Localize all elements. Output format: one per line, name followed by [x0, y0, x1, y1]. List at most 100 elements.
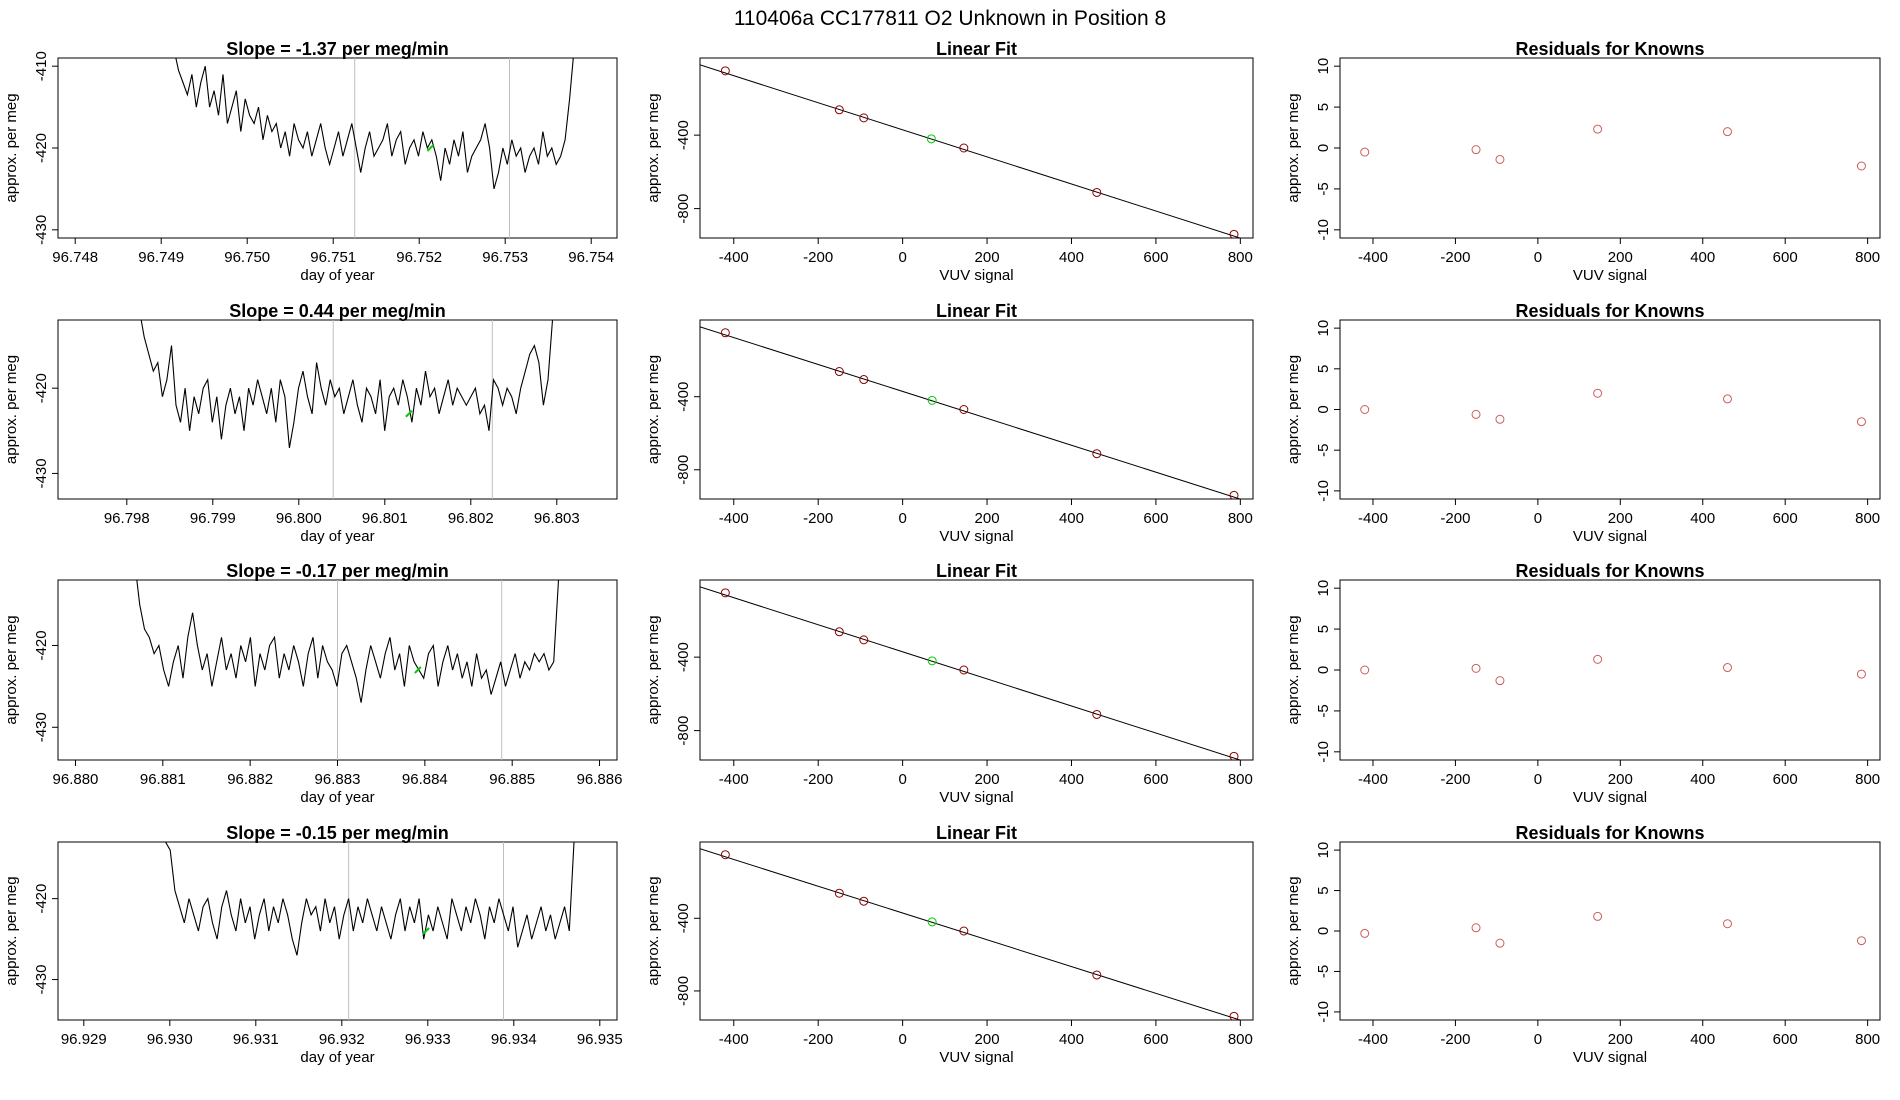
x-tick-label: 96.800: [276, 510, 322, 527]
y-tick-label: -10: [1315, 480, 1332, 502]
x-tick-label: 400: [1059, 249, 1084, 266]
x-tick-label: 96.880: [53, 771, 99, 788]
y-axis-label: approx. per meg: [645, 355, 662, 464]
y-tick-label: -800: [675, 716, 692, 746]
y-tick-label: -420: [33, 630, 50, 660]
y-tick-label: 0: [1315, 144, 1332, 152]
panel-title: Slope = -0.17 per meg/min: [226, 561, 449, 581]
y-tick-label: -430: [33, 965, 50, 995]
x-tick-label: 96.930: [147, 1031, 193, 1048]
residual-point: [1471, 145, 1481, 155]
residual-point: [1495, 414, 1505, 424]
x-tick-label: 96.883: [315, 771, 361, 788]
x-tick-label: -400: [719, 1031, 749, 1048]
plot-area: [700, 848, 1242, 1020]
x-axis-label: VUV signal: [1573, 1049, 1647, 1066]
unknown-point: [927, 395, 937, 405]
x-tick-label: 800: [1855, 1031, 1880, 1048]
y-tick-label: 10: [1315, 580, 1332, 597]
x-tick-label: 400: [1059, 1031, 1084, 1048]
panel-r1-c1: Slope = -1.37 per meg/min 96.748 96.749 96.…: [3, 39, 618, 284]
x-tick-label: 800: [1855, 771, 1880, 788]
x-tick-label: -200: [803, 249, 833, 266]
x-axis-label: day of year: [300, 267, 374, 284]
plot-area: [140, 320, 554, 499]
plot-area: [136, 580, 560, 760]
x-tick-label: 96.935: [577, 1031, 623, 1048]
y-tick-label: -10: [1315, 741, 1332, 763]
x-tick-label: 600: [1773, 1031, 1798, 1048]
residual-point: [1495, 154, 1505, 164]
known-point: [1229, 1011, 1239, 1020]
residual-point: [1495, 938, 1505, 948]
x-tick-label: -400: [1358, 1031, 1388, 1048]
x-tick-label: 400: [1059, 510, 1084, 527]
x-tick-label: 96.752: [396, 249, 442, 266]
panel-title: Slope = 0.44 per meg/min: [229, 301, 446, 321]
x-tick-label: 0: [1534, 771, 1542, 788]
known-point: [834, 367, 844, 377]
x-tick-label: 96.753: [482, 249, 528, 266]
x-tick-label: -400: [1358, 771, 1388, 788]
known-point: [859, 375, 869, 385]
x-tick-label: 200: [1608, 249, 1633, 266]
plot-area: [1360, 654, 1866, 686]
panel-title: Slope = -0.15 per meg/min: [226, 823, 449, 843]
residual-point: [1360, 147, 1370, 157]
x-tick-label: 96.802: [448, 510, 494, 527]
panel-title: Linear Fit: [936, 823, 1017, 843]
x-tick-label: -400: [1358, 510, 1388, 527]
x-tick-label: -200: [803, 1031, 833, 1048]
x-tick-label: 96.799: [190, 510, 236, 527]
x-axis-label: VUV signal: [939, 789, 1013, 806]
plot-area: [1360, 388, 1866, 427]
y-tick-label: -410: [33, 51, 50, 81]
plot-frame: [1339, 579, 1881, 761]
residual-point: [1593, 388, 1603, 398]
x-axis-label: VUV signal: [1573, 789, 1647, 806]
x-tick-label: 96.929: [61, 1031, 107, 1048]
unknown-point: [927, 917, 937, 927]
y-tick-label: 10: [1315, 842, 1332, 859]
y-tick-label: -430: [33, 458, 50, 488]
y-axis-label: approx. per meg: [3, 355, 20, 464]
x-tick-label: 600: [1773, 771, 1798, 788]
y-axis-label: approx. per meg: [645, 615, 662, 724]
x-tick-label: 96.933: [405, 1031, 451, 1048]
known-point: [959, 665, 969, 675]
x-tick-label: 600: [1143, 1031, 1168, 1048]
y-tick-label: 5: [1315, 365, 1332, 373]
fit-line: [700, 586, 1242, 760]
unknown-marker: [405, 410, 413, 418]
known-point: [1092, 449, 1102, 459]
x-tick-label: 96.934: [491, 1031, 537, 1048]
x-tick-label: -200: [1440, 771, 1470, 788]
y-tick-label: -10: [1315, 1001, 1332, 1023]
x-tick-label: 200: [975, 1031, 1000, 1048]
unknown-marker: [414, 666, 422, 674]
y-tick-label: -5: [1315, 704, 1332, 717]
panel-title: Residuals for Knowns: [1515, 301, 1704, 321]
x-tick-label: 96.931: [233, 1031, 279, 1048]
plot-area: [700, 64, 1242, 238]
panel-r3-c2: Linear Fit -400 -200 0 200 400 600 800 -800 -400 V…: [645, 561, 1254, 806]
x-tick-label: 96.884: [402, 771, 448, 788]
y-tick-label: -5: [1315, 444, 1332, 457]
x-tick-label: 96.885: [489, 771, 535, 788]
x-tick-label: 0: [898, 771, 906, 788]
y-axis-label: approx. per meg: [3, 876, 20, 985]
x-tick-label: 400: [1059, 771, 1084, 788]
x-tick-label: -200: [803, 510, 833, 527]
panel-r2-c3: Residuals for Knowns -400 -200 0 200 400 600 80…: [1285, 301, 1881, 545]
x-tick-label: 800: [1228, 510, 1253, 527]
panel-title: Linear Fit: [936, 301, 1017, 321]
panel-title: Linear Fit: [936, 39, 1017, 59]
known-point: [959, 143, 969, 153]
panel-r4-c3: Residuals for Knowns -400 -200 0 200 400 600 80…: [1285, 823, 1881, 1066]
x-tick-label: 400: [1690, 1031, 1715, 1048]
x-axis-label: VUV signal: [939, 1049, 1013, 1066]
x-tick-label: 800: [1228, 771, 1253, 788]
plot-area: [1360, 911, 1866, 948]
y-tick-label: -420: [33, 884, 50, 914]
y-axis-label: approx. per meg: [1285, 93, 1302, 202]
